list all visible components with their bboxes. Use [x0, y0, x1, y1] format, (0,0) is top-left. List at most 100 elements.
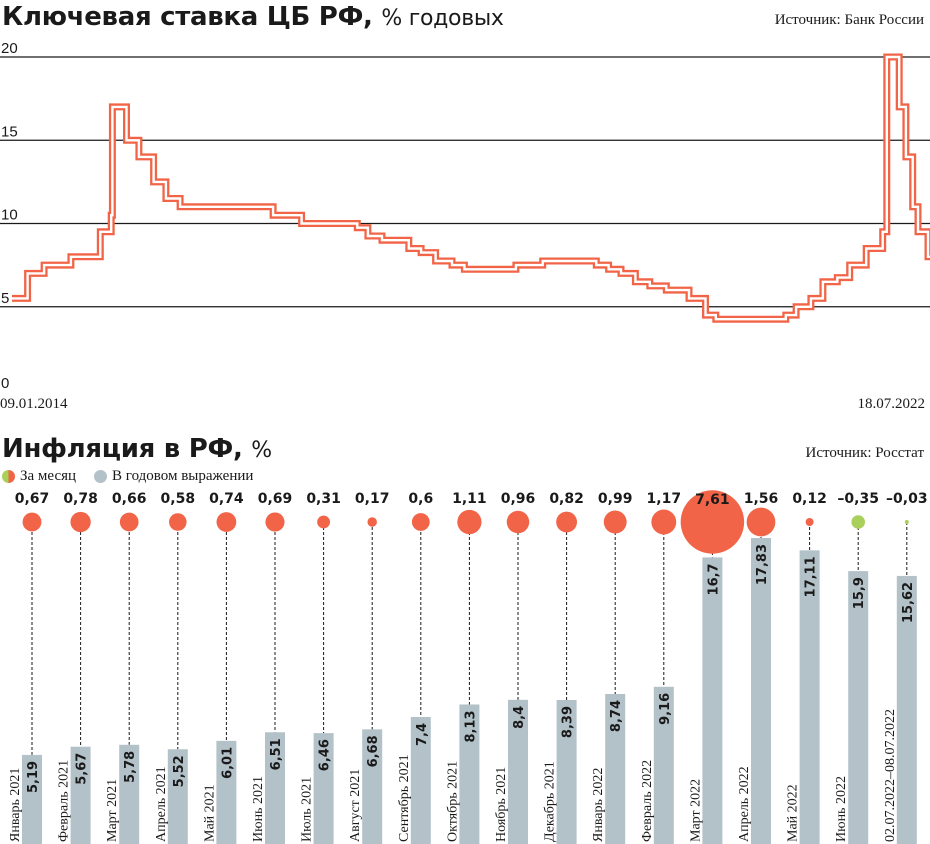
y-tick-label: 5 [1, 290, 9, 307]
monthly-value-label: 0,58 [161, 491, 196, 507]
category-label: Июль 2021 [300, 777, 315, 842]
annual-bar [410, 717, 431, 844]
category-label: Февраль 2022 [640, 760, 655, 842]
category-label: Сентябрь 2021 [397, 754, 412, 842]
annual-value-label: 15,62 [901, 582, 916, 623]
category-label: Январь 2022 [591, 768, 606, 842]
legend: За месяц В годовом выражении [2, 468, 253, 485]
inflation-title-unit: % [251, 438, 272, 463]
rate-chart: 0 5 10 15 20 09.01.2014 18.07.2022 [0, 40, 930, 412]
annual-bar [653, 686, 674, 844]
monthly-circle [805, 518, 814, 526]
category-label: Май 2021 [202, 784, 217, 842]
annual-value-label: 8,74 [609, 700, 624, 732]
monthly-value-label: –0,35 [837, 491, 879, 507]
annual-value-label: 6,46 [318, 739, 333, 771]
y-tick-label: 10 [1, 207, 18, 224]
monthly-value-label: 0,31 [306, 491, 341, 507]
annual-bar [362, 729, 383, 844]
legend-annual-marker [94, 470, 108, 483]
annual-value-label: 8,39 [561, 706, 576, 738]
annual-bar [70, 746, 91, 844]
category-label: Октябрь 2021 [445, 761, 460, 842]
monthly-circle [411, 513, 430, 531]
annual-value-label: 5,19 [26, 761, 41, 793]
rate-title-unit: % годовых [381, 6, 504, 31]
category-label: Ноябрь 2021 [494, 767, 509, 842]
monthly-circle [169, 513, 187, 531]
monthly-circle [70, 511, 91, 533]
annual-bar [896, 575, 917, 844]
annual-bar [556, 700, 577, 844]
category-label: Март 2021 [105, 779, 120, 842]
annual-bar [508, 699, 528, 844]
monthly-circle [851, 515, 866, 529]
annual-value-label: 5,52 [172, 755, 187, 787]
monthly-value-label: 0,78 [63, 491, 98, 507]
category-label: Март 2022 [688, 779, 703, 842]
annual-value-label: 8,4 [512, 706, 527, 729]
inflation-title-text: Инфляция в РФ, [2, 434, 243, 464]
category-label: Июнь 2021 [251, 776, 266, 842]
annual-value-label: 9,16 [658, 693, 673, 725]
category-label: Январь 2021 [8, 768, 23, 842]
annual-bar [751, 538, 771, 844]
x-end-label: 18.07.2022 [858, 396, 926, 412]
rate-title-text: Ключевая ставка ЦБ РФ, [2, 2, 373, 32]
monthly-circle [680, 490, 745, 554]
annual-bar [702, 557, 723, 844]
annual-value-label: 15,9 [852, 577, 867, 609]
category-label: 02.07.2022–08.07.2022 [883, 709, 898, 842]
category-label: Апрель 2022 [737, 766, 752, 842]
annual-bar [848, 571, 869, 844]
annual-bar [167, 749, 188, 844]
category-label: Апрель 2021 [154, 766, 169, 842]
annual-bar [799, 550, 820, 844]
category-label: Август 2021 [348, 769, 363, 842]
monthly-value-label: 0,69 [258, 491, 293, 507]
annual-bar [313, 733, 334, 844]
monthly-circle [506, 510, 530, 534]
monthly-value-label: 0,66 [112, 491, 147, 507]
monthly-value-label: 0,17 [355, 491, 390, 507]
annual-value-label: 6,68 [366, 735, 381, 767]
annual-bar [459, 704, 480, 844]
category-label: Февраль 2021 [57, 760, 72, 842]
monthly-circle [457, 509, 482, 535]
annual-bar [265, 732, 285, 844]
annual-value-label: 7,4 [415, 723, 430, 746]
rate-source: Источник: Банк России [774, 12, 924, 28]
rate-line-outer [12, 53, 930, 323]
monthly-value-label: 0,99 [598, 491, 633, 507]
annual-value-label: 17,83 [755, 544, 770, 585]
inflation-source: Источник: Росстат [805, 445, 924, 461]
annual-value-label: 5,67 [75, 753, 90, 785]
rate-line-inner [12, 55, 930, 321]
annual-value-label: 6,01 [220, 747, 235, 779]
annual-bar [119, 744, 140, 844]
monthly-circle [265, 512, 285, 532]
x-start-label: 09.01.2014 [0, 396, 68, 412]
legend-monthly-marker [2, 470, 15, 483]
y-tick-label: 0 [1, 375, 9, 392]
annual-value-label: 6,51 [269, 738, 284, 770]
annual-value-label: 17,11 [804, 556, 819, 597]
category-label: Июнь 2022 [834, 776, 849, 842]
monthly-value-label: 0,96 [501, 491, 536, 507]
legend-annual-label: В годовом выражении [112, 468, 254, 484]
annual-value-label: 8,13 [463, 710, 478, 742]
monthly-circle [603, 510, 627, 534]
monthly-value-label: 7,61 [695, 492, 730, 508]
y-tick-label: 20 [1, 40, 18, 57]
monthly-circle [904, 520, 909, 524]
y-tick-label: 15 [1, 123, 18, 140]
monthly-value-label: 0,6 [408, 491, 433, 507]
monthly-value-label: 1,56 [744, 491, 779, 507]
monthly-circle [367, 517, 377, 527]
monthly-value-label: 1,11 [452, 491, 487, 507]
rate-chart-title: Ключевая ставка ЦБ РФ, % годовых [2, 2, 504, 32]
monthly-value-label: 0,67 [15, 491, 50, 507]
category-label: Декабрь 2021 [543, 761, 558, 842]
monthly-circle [22, 512, 42, 532]
monthly-circle [119, 512, 139, 532]
